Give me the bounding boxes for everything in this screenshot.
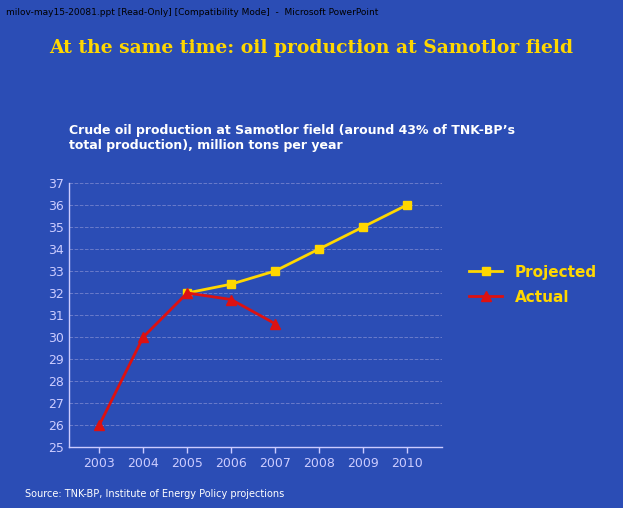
Text: Source: TNK-BP, Institute of Energy Policy projections: Source: TNK-BP, Institute of Energy Poli… bbox=[25, 489, 284, 499]
Text: At the same time: oil production at Samotlor field: At the same time: oil production at Samo… bbox=[49, 39, 574, 57]
Actual bbox=[272, 321, 279, 327]
Actual bbox=[95, 422, 103, 428]
Legend: Projected, Actual: Projected, Actual bbox=[461, 257, 604, 313]
Actual bbox=[140, 334, 147, 340]
Projected bbox=[359, 224, 367, 230]
Projected bbox=[184, 290, 191, 296]
Projected bbox=[404, 202, 411, 208]
Text: Crude oil production at Samotlor field (around 43% of TNK-BP’s
total production): Crude oil production at Samotlor field (… bbox=[69, 124, 515, 152]
Text: milov-may15-20081.ppt [Read-Only] [Compatibility Mode]  -  Microsoft PowerPoint: milov-may15-20081.ppt [Read-Only] [Compa… bbox=[6, 8, 379, 17]
Line: Actual: Actual bbox=[95, 288, 280, 430]
Projected bbox=[272, 268, 279, 274]
Actual bbox=[227, 297, 235, 303]
Actual bbox=[184, 290, 191, 296]
Projected bbox=[315, 246, 323, 252]
Projected bbox=[227, 281, 235, 287]
Line: Projected: Projected bbox=[183, 201, 411, 297]
